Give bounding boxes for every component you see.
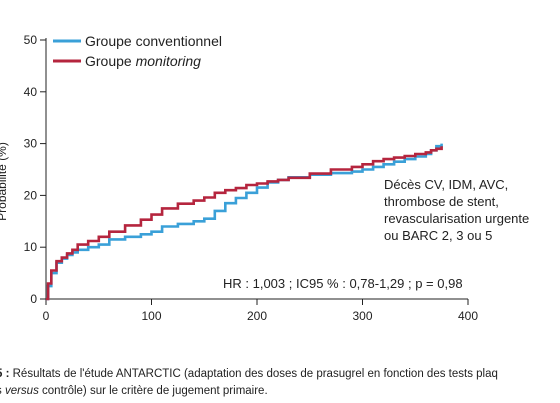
y-tick-label-50: 50 [24,33,38,47]
x-tick-label-0: 0 [43,309,50,323]
y-axis-label: Probabilité (%) [0,142,9,221]
series-line-conventionnel [46,143,443,301]
legend: Groupe conventionnel Groupe monitoring [53,33,222,69]
endpoint-annotation-line-1: Décès CV, IDM, AVC, [384,177,508,192]
caption-text-2b: contrôle) sur le critère de jugement pri… [38,385,268,397]
y-tick-label-10: 10 [24,240,38,254]
y-tick-label-0: 0 [30,292,37,306]
legend-label-monitoring: Groupe monitoring [85,53,201,69]
figure-caption: 5 : Résultats de l'étude ANTARCTIC (adap… [0,366,560,400]
caption-text-2a: s [0,385,5,397]
axes: 0 10 20 30 40 50 0 100 200 300 400 Probabilité (%) [0,33,478,323]
caption-line-1: 5 : Résultats de l'étude ANTARCTIC (adap… [0,366,560,383]
y-tick-label-40: 40 [24,85,38,99]
annotations: Décès CV, IDM, AVC, thrombose de stent, re… [223,177,529,291]
caption-text-1: Résultats de l'étude ANTARCTIC (adaptati… [12,368,498,380]
x-tick-label-400: 400 [458,309,478,323]
endpoint-annotation-line-4: ou BARC 2, 3 ou 5 [384,228,492,243]
hazard-ratio-annotation: HR : 1,003 ; IC95 % : 0,78-1,29 ; p = 0,… [223,276,463,291]
y-tick-label-20: 20 [24,188,38,202]
x-tick-label-200: 200 [247,309,267,323]
endpoint-annotation-line-2: thrombose de stent, [384,194,499,209]
x-tick-label-100: 100 [141,309,161,323]
caption-line-2: s versus contrôle) sur le critère de jug… [0,383,560,400]
caption-text-2-italic: versus [4,385,39,397]
y-tick-label-30: 30 [24,137,38,151]
series-layer [46,143,443,301]
series-line-monitoring [46,146,443,301]
caption-figure-number: 5 : [0,368,10,380]
endpoint-annotation-line-3: revascularisation urgente [384,211,529,226]
legend-label-conventionnel: Groupe conventionnel [85,33,222,49]
x-tick-label-300: 300 [352,309,372,323]
